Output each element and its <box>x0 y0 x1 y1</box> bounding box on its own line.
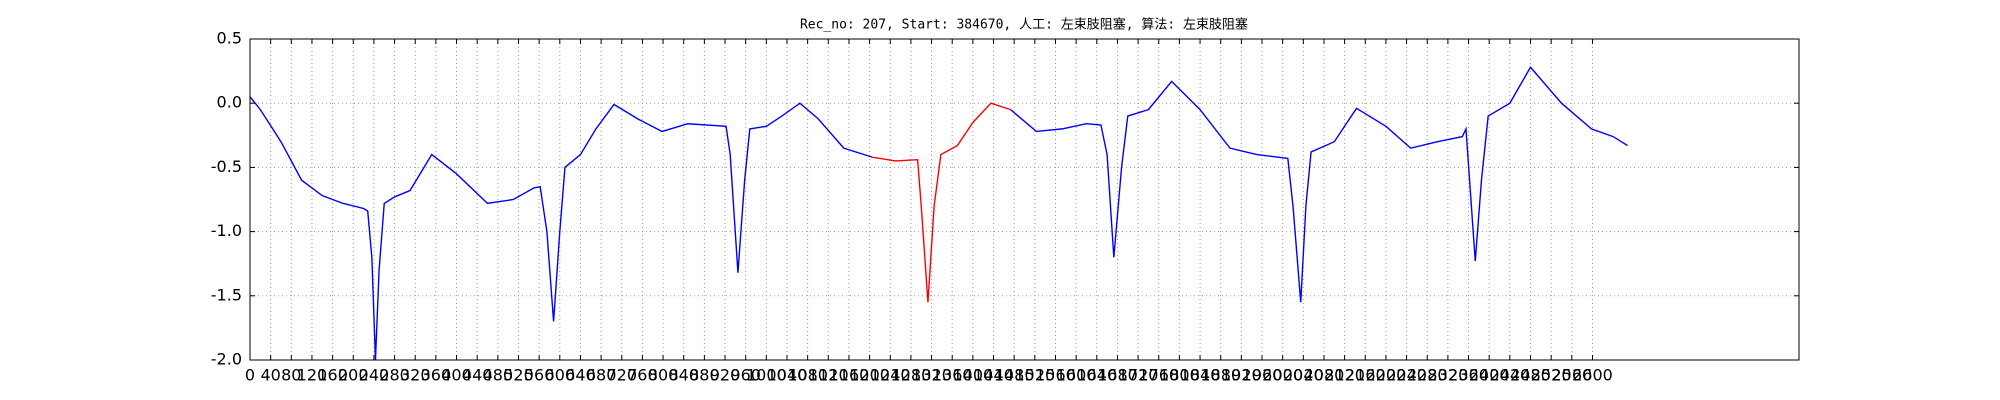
x-tick-label: 40 <box>260 366 280 385</box>
x-tick-label: 880 <box>689 366 720 385</box>
x-tick-label: 1880 <box>1200 366 1241 385</box>
x-tick-label: 640 <box>565 366 596 385</box>
x-tick-label: 200 <box>338 366 369 385</box>
x-tick-label: 920 <box>710 366 741 385</box>
x-tick-label: 600 <box>545 366 576 385</box>
x-tick-label: 1320 <box>911 366 952 385</box>
x-tick-label: 1960 <box>1242 366 1283 385</box>
x-tick-label: 480 <box>483 366 514 385</box>
x-tick-label: 240 <box>359 366 390 385</box>
x-tick-label: 2560 <box>1551 366 1592 385</box>
x-tick-label: 320 <box>400 366 431 385</box>
x-tick-label: 680 <box>586 366 617 385</box>
x-tick-label: 840 <box>668 366 699 385</box>
x-tick-label: 1640 <box>1076 366 1117 385</box>
x-tick-label: 1280 <box>891 366 932 385</box>
x-tick-label: 2000 <box>1262 366 1303 385</box>
x-tick-label: 360 <box>421 366 452 385</box>
x-tick-label: 1400 <box>953 366 994 385</box>
x-tick-label: 2320 <box>1428 366 1469 385</box>
x-tick-label: 2520 <box>1531 366 1572 385</box>
x-tick-label: 2280 <box>1407 366 1448 385</box>
y-tick-label: -1.0 <box>211 221 242 240</box>
x-tick-label: 560 <box>524 366 555 385</box>
x-tick-label: 800 <box>648 366 679 385</box>
series-line <box>249 66 1628 361</box>
x-tick-label: 1720 <box>1118 366 1159 385</box>
x-tick-label: 160 <box>317 366 348 385</box>
x-tick-label: 1600 <box>1056 366 1097 385</box>
x-tick-label: 2480 <box>1510 366 1551 385</box>
x-tick-label: 960 <box>730 366 761 385</box>
x-tick-label: 80 <box>281 366 301 385</box>
y-tick-label: -0.5 <box>211 157 242 176</box>
x-tick-label: 1520 <box>1014 366 1055 385</box>
x-tick-label: 1240 <box>870 366 911 385</box>
x-tick-label: 1760 <box>1138 366 1179 385</box>
x-tick-label: 1080 <box>787 366 828 385</box>
chart-title: Rec_no: 207, Start: 384670, 人工: 左束肢阻塞, 算… <box>800 17 1248 33</box>
x-tick-label: 720 <box>606 366 637 385</box>
x-tick-label: 0 <box>245 366 255 385</box>
x-tick-label: 1120 <box>808 366 849 385</box>
x-tick-label: 2600 <box>1572 366 1613 385</box>
x-tick-label: 1440 <box>973 366 1014 385</box>
x-tick-label: 1800 <box>1159 366 1200 385</box>
x-tick-label: 400 <box>441 366 472 385</box>
y-tick-label: 0.5 <box>217 29 242 48</box>
series-line <box>872 102 1011 303</box>
x-tick-label: 1000 <box>746 366 787 385</box>
x-tick-label: 1040 <box>767 366 808 385</box>
x-tick-label: 2160 <box>1345 366 1386 385</box>
plot-frame <box>249 38 1800 361</box>
x-tick-label: 2120 <box>1324 366 1365 385</box>
x-tick-label: 2440 <box>1489 366 1530 385</box>
x-tick-label: 2200 <box>1366 366 1407 385</box>
y-tick-label: 0.0 <box>217 93 242 112</box>
x-tick-label: 2400 <box>1469 366 1510 385</box>
x-tick-label: 1560 <box>1035 366 1076 385</box>
x-tick-label: 1480 <box>994 366 1035 385</box>
x-tick-label: 1920 <box>1221 366 1262 385</box>
x-tick-label: 2040 <box>1283 366 1324 385</box>
x-tick-label: 2080 <box>1304 366 1345 385</box>
x-tick-label: 760 <box>627 366 658 385</box>
x-tick-label: 2360 <box>1448 366 1489 385</box>
x-tick-label: 280 <box>379 366 410 385</box>
y-tick-label: -1.5 <box>211 285 242 304</box>
x-tick-label: 1680 <box>1097 366 1138 385</box>
x-tick-label: 1840 <box>1180 366 1221 385</box>
x-tick-label: 1360 <box>932 366 973 385</box>
y-tick-label: -2.0 <box>211 350 242 369</box>
x-tick-label: 520 <box>503 366 534 385</box>
x-tick-label: 120 <box>297 366 328 385</box>
x-tick-label: 1200 <box>849 366 890 385</box>
x-tick-label: 2240 <box>1386 366 1427 385</box>
x-tick-label: 1160 <box>829 366 870 385</box>
x-tick-label: 440 <box>462 366 493 385</box>
